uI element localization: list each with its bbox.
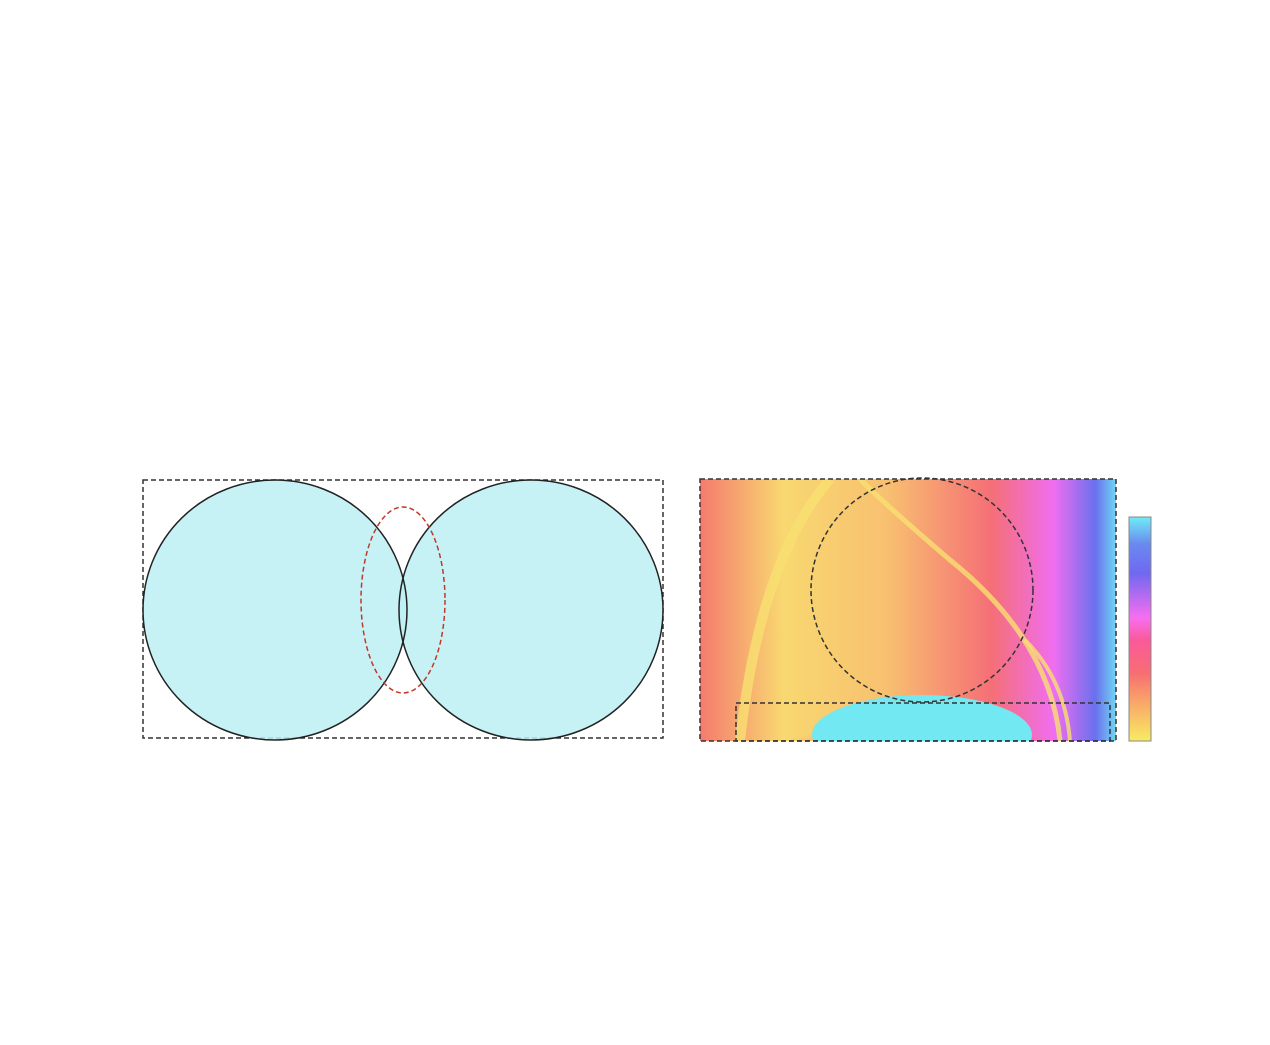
tio2-sphere-left xyxy=(143,480,407,740)
panel-j-frame xyxy=(699,478,1117,742)
vm-colorbar xyxy=(1128,516,1152,742)
panel-j-field-magnitude xyxy=(699,477,1152,742)
tio2-sphere-right-outline xyxy=(398,479,664,741)
tio2-particle xyxy=(810,477,1034,703)
hotspot xyxy=(712,631,1116,741)
hotspot-core xyxy=(812,695,1032,741)
resonance-region xyxy=(360,506,446,694)
panel-i-field-vectors xyxy=(142,479,664,741)
mxene-layer xyxy=(735,702,1111,742)
tio2-sphere-left-outline xyxy=(142,479,408,741)
tio2-sphere-right xyxy=(399,480,663,740)
